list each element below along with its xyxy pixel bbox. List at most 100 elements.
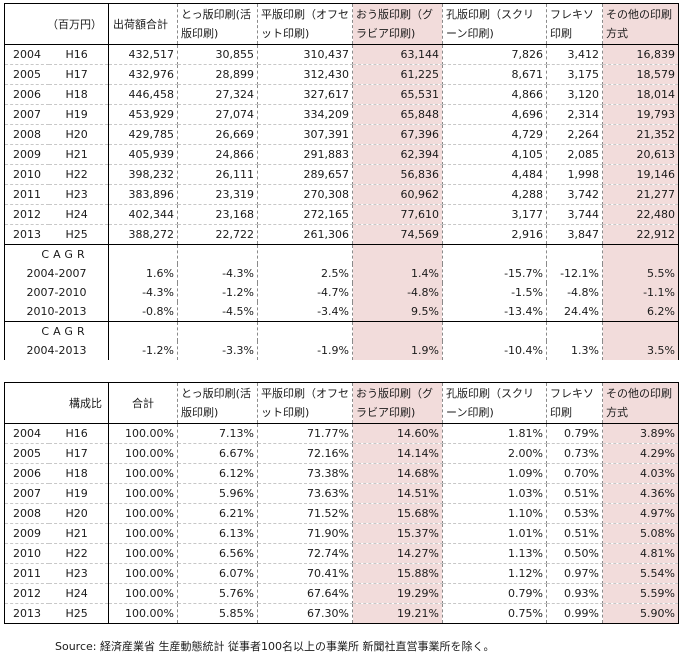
gravure-cell: 77,610	[352, 204, 443, 225]
gravure-cell: 1.9%	[352, 341, 443, 360]
total-cell: 398,232	[108, 164, 178, 185]
gravure-cell: 15.37%	[352, 523, 443, 544]
range-label: 2010-2013	[4, 302, 109, 322]
gravure-cell: 60,962	[352, 184, 443, 205]
other-cell: 3.5%	[602, 341, 679, 360]
other-cell: 5.59%	[602, 583, 679, 604]
screen-cell: 4,729	[442, 124, 547, 145]
era-cell: H25	[48, 224, 109, 245]
year-cell: 2005	[4, 64, 49, 85]
other-cell: 4.29%	[602, 443, 679, 464]
flexo-cell: 0.99%	[546, 603, 603, 624]
era-cell: H23	[48, 184, 109, 205]
cagr-row: 2010-2013 -0.8% -4.5% -3.4% 9.5% -13.4% 24.4% 6…	[4, 302, 679, 322]
offset-cell: 73.63%	[257, 483, 353, 504]
flexo-cell: 3,847	[546, 224, 603, 245]
gravure-cell: 1.4%	[352, 264, 443, 283]
era-cell: H23	[48, 563, 109, 584]
total-cell: 100.00%	[108, 603, 178, 624]
gravure-cell: 61,225	[352, 64, 443, 85]
offset-cell: -4.7%	[257, 283, 353, 302]
table-row: 2008 H20 100.00% 6.21% 71.52% 15.68% 1.10% 0.53…	[4, 503, 679, 524]
screen-cell: 1.81%	[442, 423, 547, 444]
other-cell: 21,277	[602, 184, 679, 205]
flexo-header: フレキソ印刷	[546, 382, 603, 424]
offset-cell: 272,165	[257, 204, 353, 225]
total-cell: 100.00%	[108, 443, 178, 464]
year-cell: 2012	[4, 583, 49, 604]
year-cell: 2007	[4, 483, 49, 504]
flexo-cell: 24.4%	[546, 302, 603, 322]
screen-cell: 7,826	[442, 44, 547, 65]
total-cell: 383,896	[108, 184, 178, 205]
flexo-cell: 3,120	[546, 84, 603, 105]
other-cell: 5.90%	[602, 603, 679, 624]
table-row: 2013 H25 100.00% 5.85% 67.30% 19.21% 0.75% 0.99…	[4, 603, 679, 624]
range-label: 2004-2007	[4, 264, 109, 283]
screen-cell: 3,177	[442, 204, 547, 225]
offset-cell: 270,308	[257, 184, 353, 205]
other-cell: 6.2%	[602, 302, 679, 322]
screen-blank-cell	[442, 321, 547, 341]
screen-blank-cell	[442, 244, 547, 264]
year-cell: 2004	[4, 423, 49, 444]
flexo-cell: 0.97%	[546, 563, 603, 584]
gravure-header: おう版印刷（グラビア印刷)	[352, 382, 443, 424]
total-cell: 388,272	[108, 224, 178, 245]
offset-cell: 261,306	[257, 224, 353, 245]
era-cell: H20	[48, 124, 109, 145]
total-cell: 100.00%	[108, 563, 178, 584]
screen-header: 孔版印刷（スクリーン印刷)	[442, 3, 547, 45]
offset-cell: 71.90%	[257, 523, 353, 544]
total-cell: 100.00%	[108, 463, 178, 484]
year-cell: 2011	[4, 184, 49, 205]
composition-table: 構成比 合計 とっ版印刷(活版印刷) 平版印刷（オフセット印刷) おう版印刷（グ…	[4, 382, 679, 624]
letterpress-cell: 6.13%	[177, 523, 258, 544]
flexo-blank-cell	[546, 321, 603, 341]
screen-cell: 1.01%	[442, 523, 547, 544]
gravure-cell: 14.27%	[352, 543, 443, 564]
letterpress-cell: 6.21%	[177, 503, 258, 524]
era-cell: H20	[48, 503, 109, 524]
total-cell: 100.00%	[108, 543, 178, 564]
letterpress-cell: 22,722	[177, 224, 258, 245]
gravure-blank-cell	[352, 244, 443, 264]
table-row: 2012 H24 100.00% 5.76% 67.64% 19.29% 0.79% 0.93…	[4, 583, 679, 604]
cagr-label-row: CAGR	[4, 244, 679, 264]
year-cell: 2008	[4, 124, 49, 145]
letterpress-cell: 6.12%	[177, 463, 258, 484]
year-cell: 2008	[4, 503, 49, 524]
gravure-cell: 56,836	[352, 164, 443, 185]
cagr-label: CAGR	[4, 321, 109, 341]
year-cell: 2006	[4, 84, 49, 105]
letterpress-cell: 27,074	[177, 104, 258, 125]
total-cell: 100.00%	[108, 503, 178, 524]
table-row: 2008 H20 429,785 26,669 307,391 67,396 4,729 2,…	[4, 124, 679, 145]
offset-cell: 312,430	[257, 64, 353, 85]
table-row: 2011 H23 100.00% 6.07% 70.41% 15.88% 1.12% 0.97…	[4, 563, 679, 584]
other-cell: -1.1%	[602, 283, 679, 302]
offset-cell: 67.64%	[257, 583, 353, 604]
letterpress-header: とっ版印刷(活版印刷)	[177, 382, 258, 424]
gravure-cell: 65,531	[352, 84, 443, 105]
table-row: 2007 H19 100.00% 5.96% 73.63% 14.51% 1.03% 0.51…	[4, 483, 679, 504]
screen-cell: 4,288	[442, 184, 547, 205]
gravure-header: おう版印刷（グラビア印刷)	[352, 3, 443, 45]
table-row: 2004 H16 100.00% 7.13% 71.77% 14.60% 1.81% 0.79…	[4, 423, 679, 444]
offset-header: 平版印刷（オフセット印刷)	[257, 3, 353, 45]
year-cell: 2009	[4, 523, 49, 544]
letterpress-cell: 7.13%	[177, 423, 258, 444]
year-cell: 2010	[4, 164, 49, 185]
letterpress-cell: 24,866	[177, 144, 258, 165]
total-header: 合計	[108, 382, 178, 424]
year-cell: 2004	[4, 44, 49, 65]
letterpress-cell: 27,324	[177, 84, 258, 105]
era-cell: H24	[48, 583, 109, 604]
era-cell: H22	[48, 543, 109, 564]
letterpress-cell: -4.3%	[177, 264, 258, 283]
table-row: 2004 H16 432,517 30,855 310,437 63,144 7,826 3,…	[4, 44, 679, 65]
offset-blank-cell	[257, 244, 353, 264]
table-row: 2012 H24 402,344 23,168 272,165 77,610 3,177 3,…	[4, 204, 679, 225]
flexo-cell: 1.3%	[546, 341, 603, 360]
screen-cell: 2,916	[442, 224, 547, 245]
